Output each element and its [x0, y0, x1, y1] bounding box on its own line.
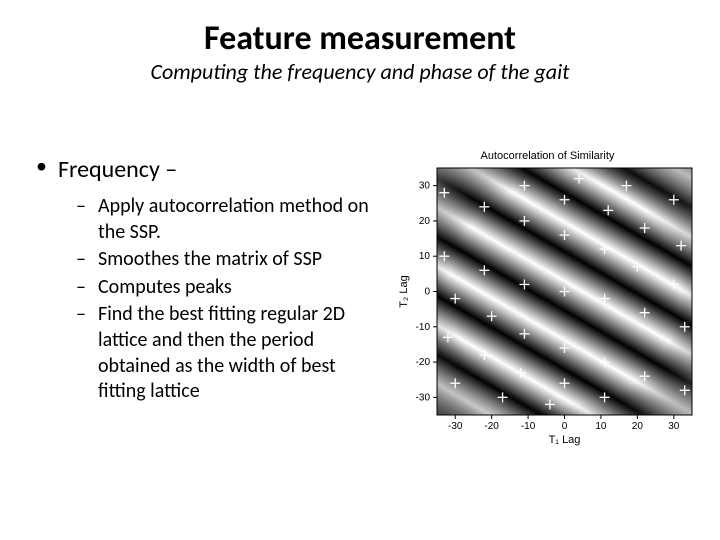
svg-text:30: 30 [668, 421, 680, 432]
svg-text:-30: -30 [448, 421, 463, 432]
svg-text:-20: -20 [484, 421, 499, 432]
svg-text:30: 30 [419, 181, 431, 192]
svg-text:T₁ Lag: T₁ Lag [549, 434, 581, 446]
svg-text:10: 10 [419, 251, 431, 262]
svg-text:-30: -30 [416, 392, 431, 403]
list-item: Apply autocorrelation method on the SSP. [76, 194, 376, 245]
sub-bullet-list: Apply autocorrelation method on the SSP.… [76, 194, 376, 405]
svg-text:10: 10 [595, 421, 607, 432]
list-item: Computes peaks [76, 275, 376, 301]
svg-text:T₂ Lag: T₂ Lag [398, 275, 410, 307]
slide-subtitle: Computing the frequency and phase of the… [0, 58, 720, 85]
svg-text:0: 0 [424, 287, 430, 298]
chart-title: Autocorrelation of Similarity [395, 150, 700, 162]
bullet-frequency: Frequency – [36, 155, 376, 184]
svg-text:0: 0 [562, 421, 568, 432]
body-text: Frequency – Apply autocorrelation method… [36, 155, 376, 407]
chart-svg: -30 -30 -20 -20 -10 -10 0 0 10 10 20 20 30 30 T₁ Lag T₂… [395, 164, 700, 449]
list-item: Find the best fitting regular 2D lattice… [76, 302, 376, 404]
svg-text:-20: -20 [416, 357, 431, 368]
autocorrelation-chart: Autocorrelation of Similarity -30-30-20-… [395, 150, 700, 455]
list-item: Smoothes the matrix of SSP [76, 247, 376, 273]
svg-text:20: 20 [632, 421, 644, 432]
svg-text:-10: -10 [521, 421, 536, 432]
svg-text:20: 20 [419, 216, 431, 227]
slide: Feature measurement Computing the freque… [0, 0, 720, 540]
slide-title: Feature measurement [0, 18, 720, 59]
svg-text:-10: -10 [416, 322, 431, 333]
